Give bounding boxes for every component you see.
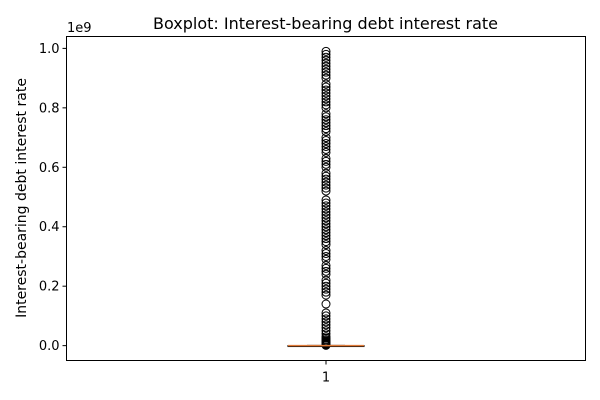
- outlier-point: [321, 180, 331, 190]
- outlier-point: [321, 266, 331, 276]
- outlier-point: [321, 118, 331, 128]
- outlier-point: [321, 174, 331, 184]
- outlier-point: [321, 70, 331, 80]
- x-tick-label: 1: [322, 371, 330, 386]
- outlier-point: [321, 246, 331, 256]
- outlier-point: [321, 171, 331, 181]
- outlier-point: [321, 213, 331, 223]
- outlier-point: [321, 162, 331, 172]
- outlier-point: [321, 278, 331, 288]
- outlier-point: [321, 326, 331, 336]
- plot-frame: [66, 36, 586, 361]
- outlier-point: [321, 49, 331, 59]
- outlier-point: [321, 216, 331, 226]
- outlier-point: [321, 100, 331, 110]
- y-tick-label: 0.8: [39, 101, 60, 116]
- outlier-point: [321, 103, 331, 113]
- outlier-point: [321, 46, 331, 56]
- outlier-point: [321, 225, 331, 235]
- chart-title: Boxplot: Interest-bearing debt interest …: [153, 14, 498, 33]
- outlier-point: [321, 85, 331, 95]
- outlier-point: [321, 332, 331, 342]
- outlier-point: [321, 64, 331, 74]
- outlier-point: [321, 52, 331, 62]
- outlier-point: [321, 55, 331, 65]
- outlier-point: [321, 115, 331, 125]
- outlier-point: [321, 314, 331, 324]
- y-axis-offset-label: 1e9: [67, 21, 92, 36]
- outlier-point: [321, 144, 331, 154]
- outlier-point: [321, 198, 331, 208]
- outlier-point: [321, 210, 331, 220]
- outlier-point: [321, 73, 331, 83]
- outlier-point: [321, 207, 331, 217]
- outlier-point: [321, 219, 331, 229]
- outlier-point: [321, 139, 331, 149]
- outlier-point: [321, 275, 331, 285]
- outlier-point: [321, 231, 331, 241]
- outlier-point: [321, 263, 331, 273]
- outlier-point: [321, 299, 331, 309]
- outlier-point: [321, 195, 331, 205]
- outlier-point: [321, 311, 331, 321]
- box-element: [287, 344, 365, 348]
- y-tick-label: 1.0: [39, 42, 60, 57]
- outlier-point: [321, 234, 331, 244]
- outlier-point: [321, 248, 331, 258]
- outlier-point: [321, 287, 331, 297]
- outlier-point: [321, 320, 331, 330]
- outlier-point: [321, 201, 331, 211]
- plot-area: 0.0 0.2 0.4 0.6 0.8 1.0 1: [39, 42, 330, 386]
- outlier-point: [321, 260, 331, 270]
- y-tick-label: 0.0: [39, 339, 60, 354]
- outlier-point: [321, 222, 331, 232]
- outlier-point: [321, 237, 331, 247]
- outlier-point: [321, 204, 331, 214]
- outlier-point: [321, 91, 331, 101]
- outlier-point: [321, 317, 331, 327]
- outlier-point: [321, 141, 331, 151]
- outlier-point: [321, 284, 331, 294]
- outlier-point: [321, 124, 331, 134]
- outlier-point: [321, 94, 331, 104]
- outlier-point: [321, 323, 331, 333]
- outlier-point: [321, 127, 331, 137]
- outlier-point: [321, 88, 331, 98]
- y-tick-label: 0.2: [39, 280, 60, 295]
- outlier-point: [321, 58, 331, 68]
- outlier-point: [321, 109, 331, 119]
- outlier-point: [321, 186, 331, 196]
- outlier-point: [321, 269, 331, 279]
- outlier-point: [321, 177, 331, 187]
- outlier-point: [321, 79, 331, 89]
- y-axis-label: Interest-bearing debt interest rate: [14, 78, 30, 318]
- outlier-points: [321, 46, 331, 350]
- outlier-point: [321, 67, 331, 77]
- outlier-point: [321, 168, 331, 178]
- outlier-point: [321, 329, 331, 339]
- outlier-point: [321, 251, 331, 261]
- y-tick-label: 0.6: [39, 161, 60, 176]
- outlier-point: [321, 61, 331, 71]
- outlier-point: [321, 254, 331, 264]
- outlier-point: [321, 183, 331, 193]
- outlier-point: [321, 133, 331, 143]
- outlier-point: [321, 121, 331, 131]
- outlier-point: [321, 82, 331, 92]
- outlier-point: [321, 308, 331, 318]
- y-tick-label: 0.4: [39, 220, 60, 235]
- outlier-point: [321, 136, 331, 146]
- outlier-point: [321, 156, 331, 166]
- outlier-point: [321, 97, 331, 107]
- outlier-point: [321, 290, 331, 300]
- outlier-point: [321, 281, 331, 291]
- outlier-point: [321, 112, 331, 122]
- outlier-point: [321, 147, 331, 157]
- outlier-point: [321, 240, 331, 250]
- outlier-point: [321, 159, 331, 169]
- outlier-point: [321, 153, 331, 163]
- outlier-point: [321, 228, 331, 238]
